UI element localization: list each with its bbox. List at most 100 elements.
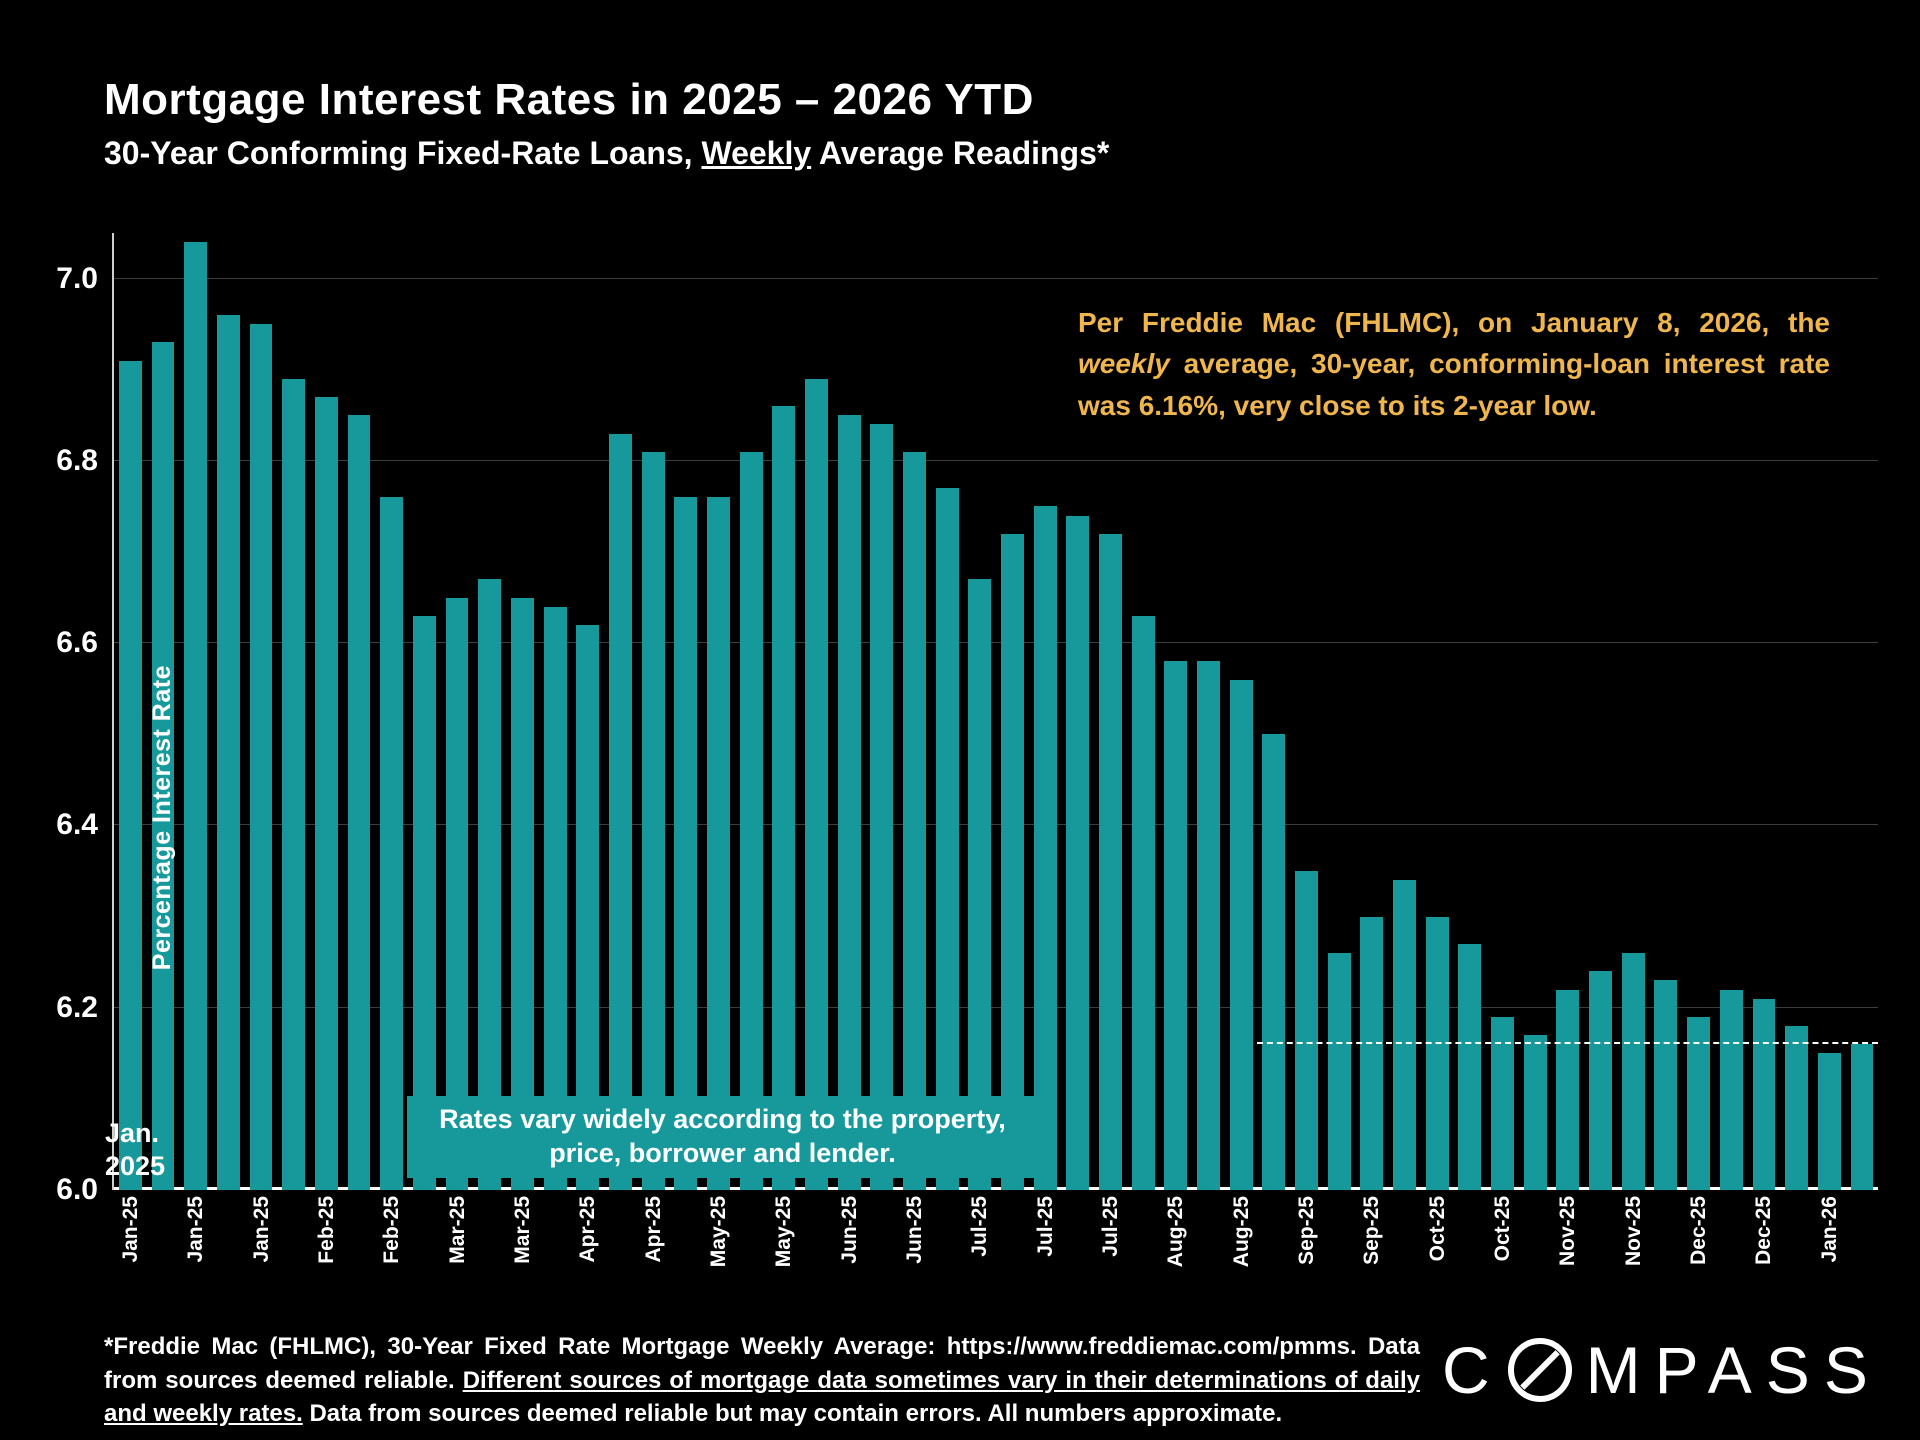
bar (1752, 998, 1776, 1190)
bar (1523, 1035, 1547, 1190)
gridline (114, 459, 1878, 461)
x-tick-label: Jan-25 (118, 1196, 142, 1263)
y-tick-label: 6.4 (56, 808, 98, 842)
bar (1425, 916, 1449, 1190)
subtitle-post: Average Readings* (811, 134, 1110, 171)
bar (249, 324, 273, 1190)
bar (1687, 1016, 1711, 1190)
bar (1262, 734, 1286, 1190)
bar (1589, 971, 1612, 1190)
x-tick-label: May-25 (772, 1196, 796, 1268)
bar (935, 488, 959, 1190)
bar (1654, 980, 1678, 1190)
bar (1817, 1053, 1841, 1190)
bar (1229, 679, 1253, 1190)
x-tick-label: Jun-25 (837, 1196, 861, 1264)
x-tick-label: Feb-25 (380, 1196, 404, 1264)
x-tick-label: Oct-25 (1491, 1196, 1515, 1262)
x-axis-labels: Jan-25 Jan-25 Jan-25 Feb-25 Feb-25 Mar-25 Mar-… (114, 1196, 1878, 1316)
x-tick-label: Mar-25 (510, 1196, 534, 1264)
footnote-underlined: Different sources of mortgage data somet… (104, 1366, 1420, 1428)
y-tick-label: 6.6 (56, 626, 98, 660)
bar (707, 497, 730, 1190)
subtitle-underlined: Weekly (701, 134, 812, 171)
bar (510, 597, 534, 1190)
bar (1131, 615, 1155, 1190)
bar (1360, 916, 1384, 1190)
x-tick-label: Sep-25 (1295, 1196, 1319, 1265)
footnote-seg1: *Freddie Mac (FHLMC), 30-Year Fixed Rate… (104, 1333, 1420, 1394)
x-tick-label: Apr-25 (576, 1196, 600, 1263)
plot-area: 6.0 6.2 6.4 6.6 6.8 7.0 Rates vary widely acc… (56, 233, 1878, 1206)
bar (576, 624, 600, 1190)
x-tick-label: Sep-25 (1360, 1196, 1384, 1265)
footnote-seg3: Data from sources deemed reliable but ma… (302, 1400, 1283, 1428)
bar (1393, 880, 1416, 1190)
gridline (114, 642, 1878, 644)
annotation-post: average, 30-year, conforming-loan intere… (1078, 348, 1830, 421)
y-tick-label: 6.2 (56, 990, 98, 1024)
bar (674, 497, 698, 1190)
x-tick-label: Dec-25 (1752, 1196, 1776, 1265)
x-tick-label: Aug-25 (1164, 1196, 1188, 1268)
bar (805, 378, 828, 1190)
x-tick-label: Jan-26 (1817, 1196, 1841, 1263)
bar (543, 606, 567, 1190)
bar (1066, 515, 1090, 1190)
bar (837, 415, 861, 1190)
logo-c: C (1442, 1333, 1504, 1407)
compass-o-icon (1507, 1338, 1572, 1402)
y-tick-label: 6.8 (56, 443, 98, 477)
bar (870, 424, 894, 1190)
bar (1327, 953, 1351, 1190)
start-month-line1: Jan. (105, 1117, 160, 1148)
logo-mpass: MPASS (1585, 1333, 1882, 1407)
x-tick-label: Apr-25 (641, 1196, 665, 1263)
bar (1491, 1016, 1514, 1190)
y-tick-label: 6.0 (56, 1173, 98, 1206)
x-tick-label: Jun-25 (902, 1196, 926, 1264)
subtitle-pre: 30-Year Conforming Fixed-Rate Loans, (104, 134, 702, 171)
x-tick-label: Feb-25 (314, 1196, 338, 1264)
bar (412, 615, 436, 1190)
callout-box: Rates vary widely according to the prope… (407, 1096, 1038, 1178)
bar (1099, 533, 1122, 1190)
x-tick-label: Jul-25 (1098, 1196, 1122, 1257)
x-tick-label: Oct-25 (1425, 1196, 1449, 1262)
compass-needle-icon (1519, 1350, 1560, 1390)
x-tick-label: Aug-25 (1229, 1196, 1253, 1268)
x-tick-label: Jul-25 (1033, 1196, 1057, 1257)
bar (314, 397, 338, 1190)
gridline (114, 1006, 1878, 1008)
x-tick-label: Jan-25 (249, 1196, 273, 1263)
x-tick-label: Nov-25 (1621, 1196, 1645, 1267)
reference-line (1257, 1042, 1878, 1045)
y-tick-label: 7.0 (56, 261, 98, 295)
gridline (114, 277, 1878, 279)
bar (1197, 661, 1220, 1190)
callout-line1: Rates vary widely according to the prope… (439, 1104, 1006, 1135)
x-tick-label: Mar-25 (445, 1196, 469, 1264)
bar (1164, 661, 1188, 1190)
bar (184, 242, 208, 1190)
bar (608, 433, 632, 1190)
bar (151, 342, 175, 1190)
page-subtitle: 30-Year Conforming Fixed-Rate Loans, Wee… (104, 135, 1109, 172)
bar (1295, 871, 1318, 1190)
bar (282, 378, 306, 1190)
bar (1850, 1044, 1874, 1190)
annotation-text: Per Freddie Mac (FHLMC), on January 8, 2… (1078, 302, 1830, 426)
bar (739, 451, 763, 1190)
x-tick-label: Nov-25 (1556, 1196, 1580, 1267)
y-axis-title: Percentage Interest Rate (148, 664, 176, 970)
annotation-italic: weekly (1078, 348, 1170, 380)
bar (1033, 506, 1057, 1190)
bar (641, 451, 665, 1190)
bar (1458, 943, 1482, 1190)
bar (347, 415, 371, 1190)
bar (1621, 953, 1645, 1190)
x-tick-label: Dec-25 (1687, 1196, 1711, 1265)
bar (968, 579, 992, 1190)
bar (445, 597, 469, 1190)
bar (1719, 989, 1743, 1190)
